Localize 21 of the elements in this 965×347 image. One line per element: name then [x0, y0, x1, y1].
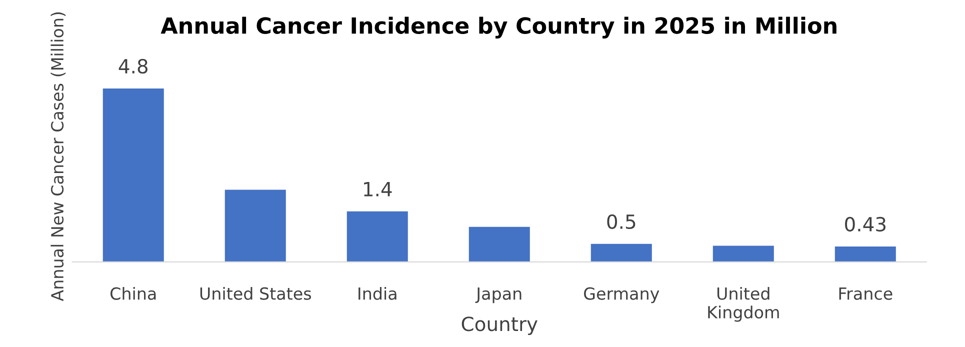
x-tick-label: United Kingdom — [708, 286, 779, 322]
bar — [590, 244, 652, 262]
bar — [224, 190, 286, 262]
bar — [102, 88, 164, 262]
x-tick-label: France — [839, 288, 892, 300]
data-label: 1.4 — [364, 182, 392, 196]
x-tick-label: United States — [200, 286, 311, 300]
y-axis-title: Annual New Cancer Cases (Million) — [50, 12, 66, 302]
x-tick-label: China — [110, 286, 156, 300]
x-tick-label: Japan — [475, 288, 522, 304]
data-label: 0.43 — [845, 216, 886, 232]
data-label: 0.5 — [607, 214, 636, 230]
x-axis-title: Country — [462, 316, 538, 336]
data-label: 4.8 — [118, 58, 148, 74]
x-tick-label: India — [358, 286, 396, 300]
bar — [834, 246, 896, 262]
bar — [346, 211, 408, 262]
chart-title: Annual Cancer Incidence by Country in 2025 in Million — [160, 16, 836, 38]
x-tick-label: Germany — [584, 287, 660, 304]
bar — [468, 226, 530, 262]
bar — [712, 246, 774, 262]
